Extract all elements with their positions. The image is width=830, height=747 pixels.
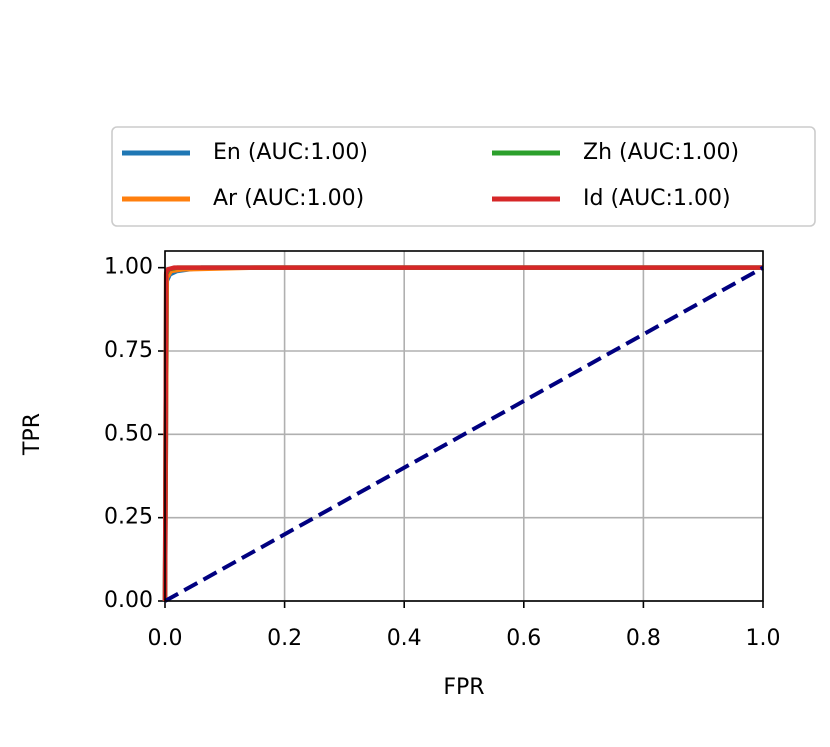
legend-label: Id (AUC:1.00) [583, 186, 731, 211]
y-tick-label: 0.50 [104, 421, 153, 446]
y-tick-label: 1.00 [104, 255, 153, 280]
x-tick-label: 0.2 [267, 626, 302, 651]
legend-label: En (AUC:1.00) [213, 140, 368, 165]
x-tick-label: 0.8 [626, 626, 661, 651]
x-tick-label: 0.0 [148, 626, 183, 651]
y-tick-label: 0.25 [104, 505, 153, 530]
y-tick-label: 0.00 [104, 588, 153, 613]
legend-label: Ar (AUC:1.00) [213, 186, 364, 211]
x-axis-label: FPR [443, 675, 484, 700]
plot-frame [164, 250, 764, 602]
reference-line [164, 265, 764, 603]
y-tick-label: 0.75 [104, 338, 153, 363]
legend-box [111, 126, 816, 227]
x-tick-label: 0.6 [506, 626, 541, 651]
x-tick-label: 0.4 [387, 626, 422, 651]
y-axis-label: TPR [20, 413, 45, 456]
legend-label: Zh (AUC:1.00) [583, 140, 739, 165]
x-tick-label: 1.0 [746, 626, 781, 651]
